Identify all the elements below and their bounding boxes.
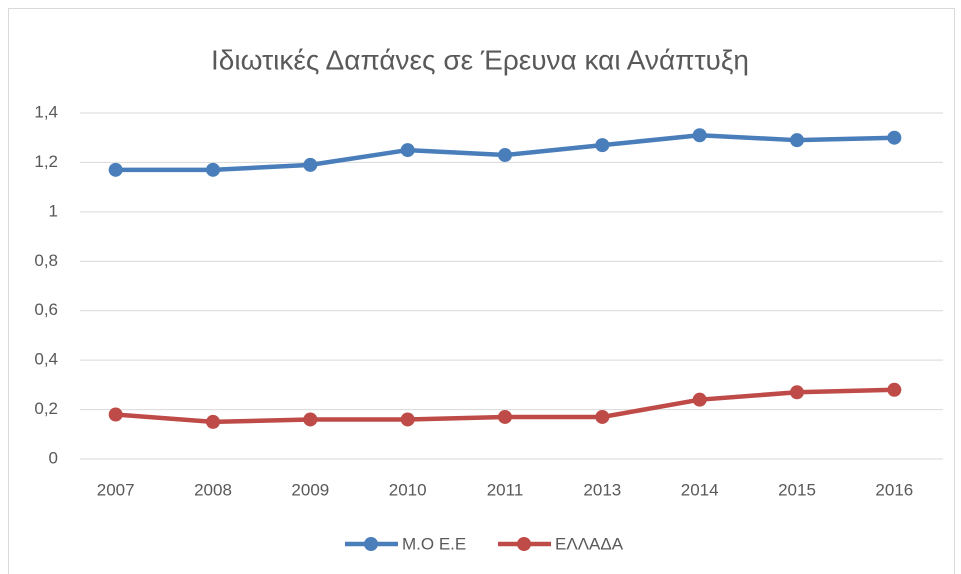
chart-title: Ιδιωτικές Δαπάνες σε Έρευνα και Ανάπτυξη <box>211 44 749 75</box>
legend-label: Μ.Ο Ε.Ε <box>402 534 466 553</box>
y-tick-label: 1,2 <box>34 152 58 171</box>
point <box>206 162 220 177</box>
legend-marker <box>364 537 378 551</box>
point <box>108 407 123 422</box>
point <box>790 133 804 148</box>
point <box>108 162 123 177</box>
x-tick-label: 2014 <box>681 480 719 499</box>
y-tick-label: 0 <box>49 448 58 467</box>
legend-label: ΕΛΛΑΔΑ <box>555 534 624 553</box>
y-tick-label: 1 <box>49 201 58 220</box>
point <box>400 143 415 158</box>
x-tick-label: 2013 <box>583 480 621 499</box>
x-tick-label: 2015 <box>778 480 816 499</box>
x-tick-label: 2010 <box>389 480 427 499</box>
legend-marker <box>517 537 531 551</box>
x-tick-label: 2008 <box>194 480 232 499</box>
x-tick-label: 2007 <box>97 480 135 499</box>
point <box>206 414 220 429</box>
point <box>887 130 902 145</box>
point <box>400 412 415 427</box>
x-tick-label: 2016 <box>875 480 913 499</box>
point <box>595 138 610 153</box>
point <box>887 382 902 397</box>
x-tick-label: 2009 <box>291 480 329 499</box>
y-tick-label: 0,4 <box>34 350 58 369</box>
point <box>498 409 512 424</box>
point <box>595 409 610 424</box>
y-tick-label: 1,4 <box>34 102 58 121</box>
point <box>692 392 707 407</box>
point <box>303 157 318 172</box>
chart-border <box>8 8 955 574</box>
point <box>498 148 512 163</box>
y-tick-label: 0,6 <box>34 300 58 319</box>
point <box>790 385 804 400</box>
point <box>303 412 318 427</box>
point <box>692 128 707 143</box>
y-tick-label: 0,8 <box>34 251 58 270</box>
x-tick-label: 2011 <box>487 480 524 499</box>
y-tick-label: 0,2 <box>34 399 58 418</box>
